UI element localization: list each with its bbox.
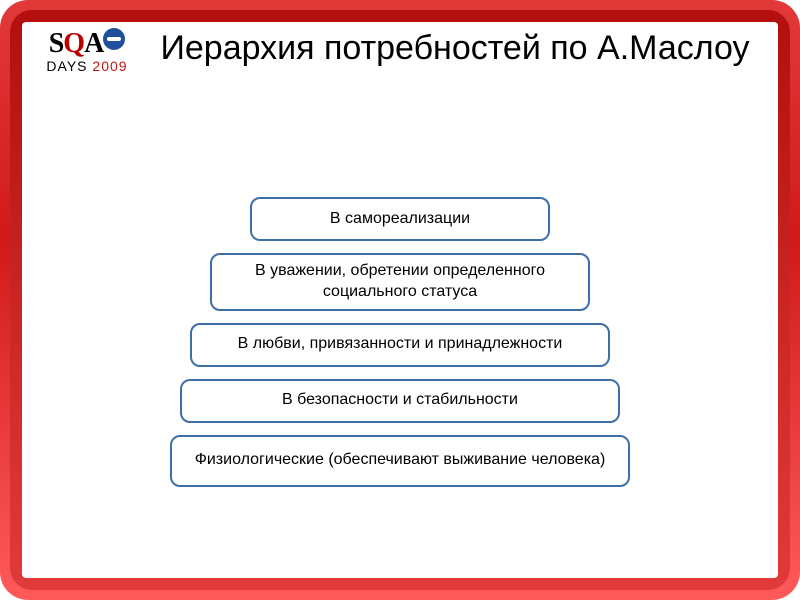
- pyramid-level-5: Физиологические (обеспечивают выживание …: [170, 435, 630, 487]
- logo-letter-s: S: [49, 28, 64, 59]
- slide-title: Иерархия потребностей по А.Маслоу: [152, 28, 758, 69]
- pyramid-levels-list: В самореализации В уважении, обретении оп…: [170, 197, 630, 487]
- maslow-pyramid-diagram: В самореализации В уважении, обретении оп…: [22, 132, 778, 558]
- pyramid-level-2: В уважении, обретении определенного соци…: [210, 253, 590, 311]
- logo-letter-q: Q: [63, 28, 84, 59]
- logo-letter-a: A: [84, 28, 103, 59]
- pyramid-level-3: В любви, привязанности и принадлежности: [190, 323, 610, 367]
- pyramid-level-1: В самореализации: [250, 197, 550, 241]
- pyramid-level-4: В безопасности и стабильности: [180, 379, 620, 423]
- logo-main: SQA: [32, 28, 142, 60]
- logo-days: DAYS: [46, 58, 87, 74]
- logo-badge-icon: [103, 28, 125, 50]
- slide-frame: SQA DAYS 2009 Иерархия потребностей по А…: [0, 0, 800, 600]
- logo-year: 2009: [92, 58, 127, 74]
- sqa-days-logo: SQA DAYS 2009: [32, 28, 142, 74]
- slide-canvas: SQA DAYS 2009 Иерархия потребностей по А…: [22, 22, 778, 578]
- logo-subtitle: DAYS 2009: [32, 58, 142, 74]
